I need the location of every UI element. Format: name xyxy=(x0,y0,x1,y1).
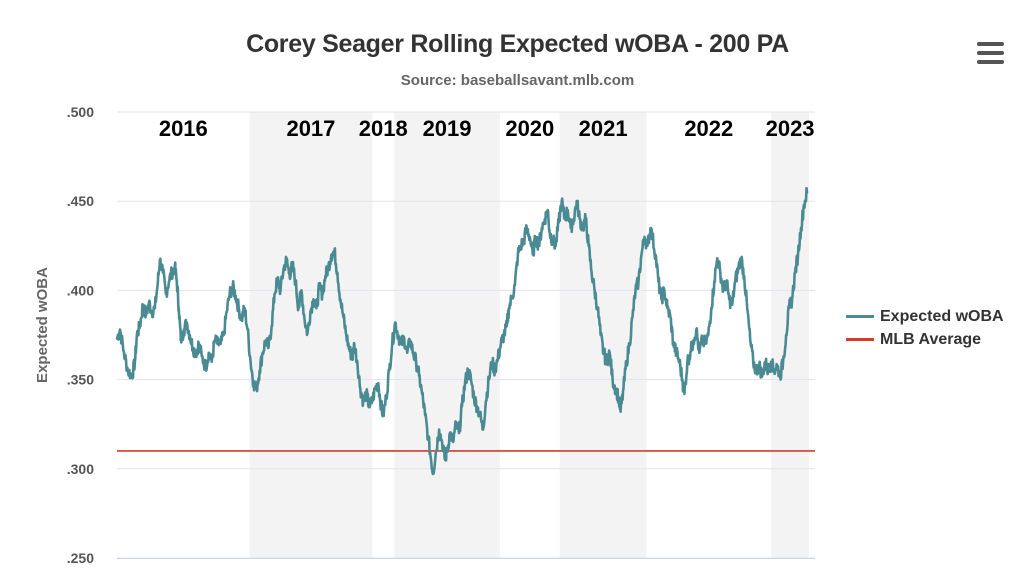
chart-menu-button[interactable] xyxy=(974,40,1008,66)
season-label-2016: 2016 xyxy=(159,116,208,141)
legend-label-mlb-average: MLB Average xyxy=(880,330,982,348)
series-line-expected-woba xyxy=(115,186,809,476)
season-bands xyxy=(249,112,810,558)
hamburger-icon-bar-middle xyxy=(977,51,1004,55)
y-tick-label-.350: .350 xyxy=(67,372,94,388)
legend-swatch-expected-woba xyxy=(846,315,874,318)
legend-swatch-mlb-average xyxy=(846,338,874,341)
labels-layer: 2016 2017 2018 2019 2020 2021 2022 2023 .500 .450… xyxy=(34,104,815,566)
season-band-2023 xyxy=(771,112,810,558)
season-label-2023: 2023 xyxy=(766,116,815,141)
y-tick-label-.300: .300 xyxy=(67,461,94,477)
gridlines xyxy=(117,111,815,559)
chart-subtitle: Source: baseballsavant.mlb.com xyxy=(400,72,635,89)
chart-title: Corey Seager Rolling Expected wOBA - 200… xyxy=(246,30,789,58)
season-label-2021: 2021 xyxy=(579,116,628,141)
hamburger-icon-bar-top xyxy=(977,42,1004,46)
y-tick-label-.250: .250 xyxy=(67,550,94,566)
legend-label-expected-woba: Expected wOBA xyxy=(880,307,1004,325)
y-tick-label-.450: .450 xyxy=(67,193,94,209)
series-layer xyxy=(115,186,809,476)
legend-item-mlb-average[interactable]: MLB Average xyxy=(846,328,1004,351)
legend-item-expected-woba[interactable]: Expected wOBA xyxy=(846,305,1004,328)
hamburger-icon-bar-bottom xyxy=(977,60,1004,64)
y-tick-label-.400: .400 xyxy=(67,282,94,298)
y-axis-title: Expected wOBA xyxy=(34,267,51,383)
y-tick-label-.500: .500 xyxy=(67,104,94,120)
season-label-2018: 2018 xyxy=(359,116,408,141)
season-label-2022: 2022 xyxy=(684,116,733,141)
season-label-2020: 2020 xyxy=(505,116,554,141)
season-label-2017: 2017 xyxy=(286,116,335,141)
season-band-2021 xyxy=(559,112,647,558)
season-label-2019: 2019 xyxy=(423,116,472,141)
season-band-2017 xyxy=(249,112,373,558)
season-band-2019 xyxy=(394,112,500,558)
legend: Expected wOBA MLB Average xyxy=(846,305,1004,351)
